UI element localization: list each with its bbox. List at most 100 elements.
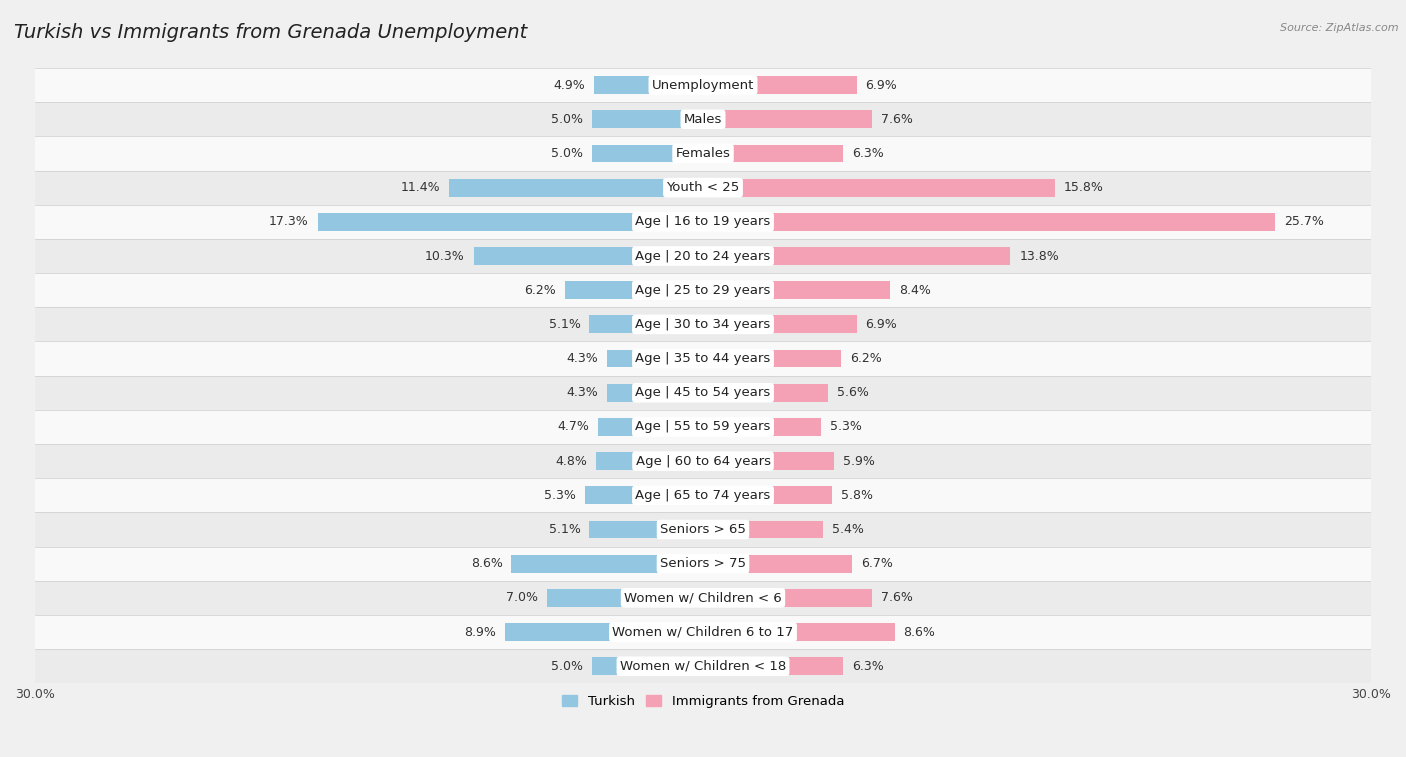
Text: Age | 25 to 29 years: Age | 25 to 29 years — [636, 284, 770, 297]
Text: 5.6%: 5.6% — [837, 386, 869, 399]
Text: Women w/ Children < 18: Women w/ Children < 18 — [620, 660, 786, 673]
Text: Females: Females — [675, 147, 731, 160]
Bar — [703, 316, 856, 333]
Text: 5.1%: 5.1% — [548, 318, 581, 331]
Bar — [512, 555, 703, 572]
Bar — [589, 316, 703, 333]
Legend: Turkish, Immigrants from Grenada: Turkish, Immigrants from Grenada — [557, 690, 849, 714]
Text: 15.8%: 15.8% — [1064, 181, 1104, 194]
Bar — [703, 623, 894, 641]
Text: 6.3%: 6.3% — [852, 147, 884, 160]
Text: 8.9%: 8.9% — [464, 625, 496, 639]
Bar — [703, 179, 1054, 197]
Bar — [703, 282, 890, 299]
Bar — [35, 375, 1371, 410]
Text: Age | 16 to 19 years: Age | 16 to 19 years — [636, 215, 770, 229]
Bar — [592, 145, 703, 162]
Text: Source: ZipAtlas.com: Source: ZipAtlas.com — [1281, 23, 1399, 33]
Bar — [703, 487, 832, 504]
Bar — [703, 521, 824, 538]
Text: 8.4%: 8.4% — [898, 284, 931, 297]
Text: Age | 60 to 64 years: Age | 60 to 64 years — [636, 455, 770, 468]
Bar — [703, 247, 1011, 265]
Text: 4.8%: 4.8% — [555, 455, 588, 468]
Bar — [35, 547, 1371, 581]
Text: 4.3%: 4.3% — [567, 352, 599, 365]
Bar — [547, 589, 703, 607]
Text: 4.9%: 4.9% — [553, 79, 585, 92]
Bar — [35, 341, 1371, 375]
Text: 5.8%: 5.8% — [841, 489, 873, 502]
Text: 25.7%: 25.7% — [1284, 215, 1324, 229]
Bar — [35, 410, 1371, 444]
Bar — [565, 282, 703, 299]
Bar — [703, 76, 856, 94]
Text: 6.2%: 6.2% — [524, 284, 555, 297]
Text: 13.8%: 13.8% — [1019, 250, 1059, 263]
Text: 5.3%: 5.3% — [544, 489, 576, 502]
Bar — [505, 623, 703, 641]
Text: 5.0%: 5.0% — [551, 147, 582, 160]
Text: 4.3%: 4.3% — [567, 386, 599, 399]
Bar — [35, 650, 1371, 684]
Bar — [449, 179, 703, 197]
Bar — [35, 204, 1371, 239]
Bar — [35, 307, 1371, 341]
Text: Males: Males — [683, 113, 723, 126]
Bar — [474, 247, 703, 265]
Text: Age | 55 to 59 years: Age | 55 to 59 years — [636, 420, 770, 434]
Bar — [35, 239, 1371, 273]
Text: 5.9%: 5.9% — [844, 455, 875, 468]
Bar — [35, 478, 1371, 512]
Bar — [35, 170, 1371, 204]
Bar — [703, 589, 872, 607]
Text: Age | 35 to 44 years: Age | 35 to 44 years — [636, 352, 770, 365]
Bar — [703, 111, 872, 128]
Bar — [607, 384, 703, 402]
Bar — [35, 512, 1371, 547]
Bar — [599, 418, 703, 436]
Text: Women w/ Children < 6: Women w/ Children < 6 — [624, 591, 782, 604]
Bar — [703, 145, 844, 162]
Bar — [703, 350, 841, 367]
Text: 7.0%: 7.0% — [506, 591, 538, 604]
Text: 6.3%: 6.3% — [852, 660, 884, 673]
Bar — [35, 444, 1371, 478]
Bar — [703, 657, 844, 675]
Text: Age | 65 to 74 years: Age | 65 to 74 years — [636, 489, 770, 502]
Text: 8.6%: 8.6% — [471, 557, 502, 570]
Text: Seniors > 75: Seniors > 75 — [659, 557, 747, 570]
Bar — [35, 615, 1371, 650]
Bar — [592, 657, 703, 675]
Text: 7.6%: 7.6% — [882, 113, 912, 126]
Bar — [35, 136, 1371, 170]
Bar — [703, 384, 828, 402]
Text: Unemployment: Unemployment — [652, 79, 754, 92]
Bar — [585, 487, 703, 504]
Bar — [593, 76, 703, 94]
Text: 10.3%: 10.3% — [425, 250, 465, 263]
Text: 5.4%: 5.4% — [832, 523, 865, 536]
Text: 5.0%: 5.0% — [551, 660, 582, 673]
Bar — [35, 102, 1371, 136]
Text: Seniors > 65: Seniors > 65 — [659, 523, 747, 536]
Bar — [589, 521, 703, 538]
Text: 17.3%: 17.3% — [269, 215, 309, 229]
Text: Youth < 25: Youth < 25 — [666, 181, 740, 194]
Bar — [703, 452, 834, 470]
Text: 6.9%: 6.9% — [866, 318, 897, 331]
Text: 6.9%: 6.9% — [866, 79, 897, 92]
Text: Age | 30 to 34 years: Age | 30 to 34 years — [636, 318, 770, 331]
Bar — [35, 68, 1371, 102]
Text: 11.4%: 11.4% — [401, 181, 440, 194]
Bar — [607, 350, 703, 367]
Bar — [318, 213, 703, 231]
Bar — [35, 581, 1371, 615]
Text: 7.6%: 7.6% — [882, 591, 912, 604]
Text: 5.1%: 5.1% — [548, 523, 581, 536]
Bar — [703, 555, 852, 572]
Bar — [703, 418, 821, 436]
Text: Age | 45 to 54 years: Age | 45 to 54 years — [636, 386, 770, 399]
Text: Age | 20 to 24 years: Age | 20 to 24 years — [636, 250, 770, 263]
Bar — [703, 213, 1275, 231]
